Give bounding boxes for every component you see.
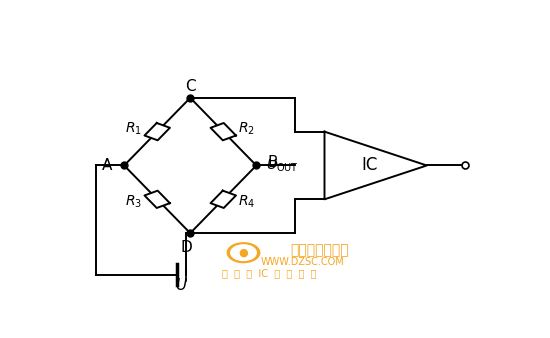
Text: WWW.DZSC.COM: WWW.DZSC.COM: [261, 257, 344, 267]
Text: $U_{\mathrm{OUT}}$: $U_{\mathrm{OUT}}$: [266, 157, 298, 174]
Circle shape: [231, 245, 256, 261]
Text: D: D: [180, 240, 192, 255]
Text: 维库电子市场网: 维库电子市场网: [290, 243, 349, 257]
Text: ●: ●: [239, 248, 249, 258]
Text: $R_1$: $R_1$: [125, 121, 142, 137]
Text: A: A: [102, 158, 112, 173]
Text: IC: IC: [361, 156, 377, 174]
Text: 球  最  大  IC  采  购  网  站: 球 最 大 IC 采 购 网 站: [222, 268, 317, 278]
Text: C: C: [185, 79, 196, 94]
Text: $R_4$: $R_4$: [238, 194, 255, 210]
Circle shape: [227, 243, 260, 263]
Text: $R_2$: $R_2$: [238, 121, 255, 137]
Text: $R_3$: $R_3$: [125, 194, 142, 210]
Text: $U$: $U$: [175, 277, 188, 293]
Text: B: B: [267, 155, 278, 170]
